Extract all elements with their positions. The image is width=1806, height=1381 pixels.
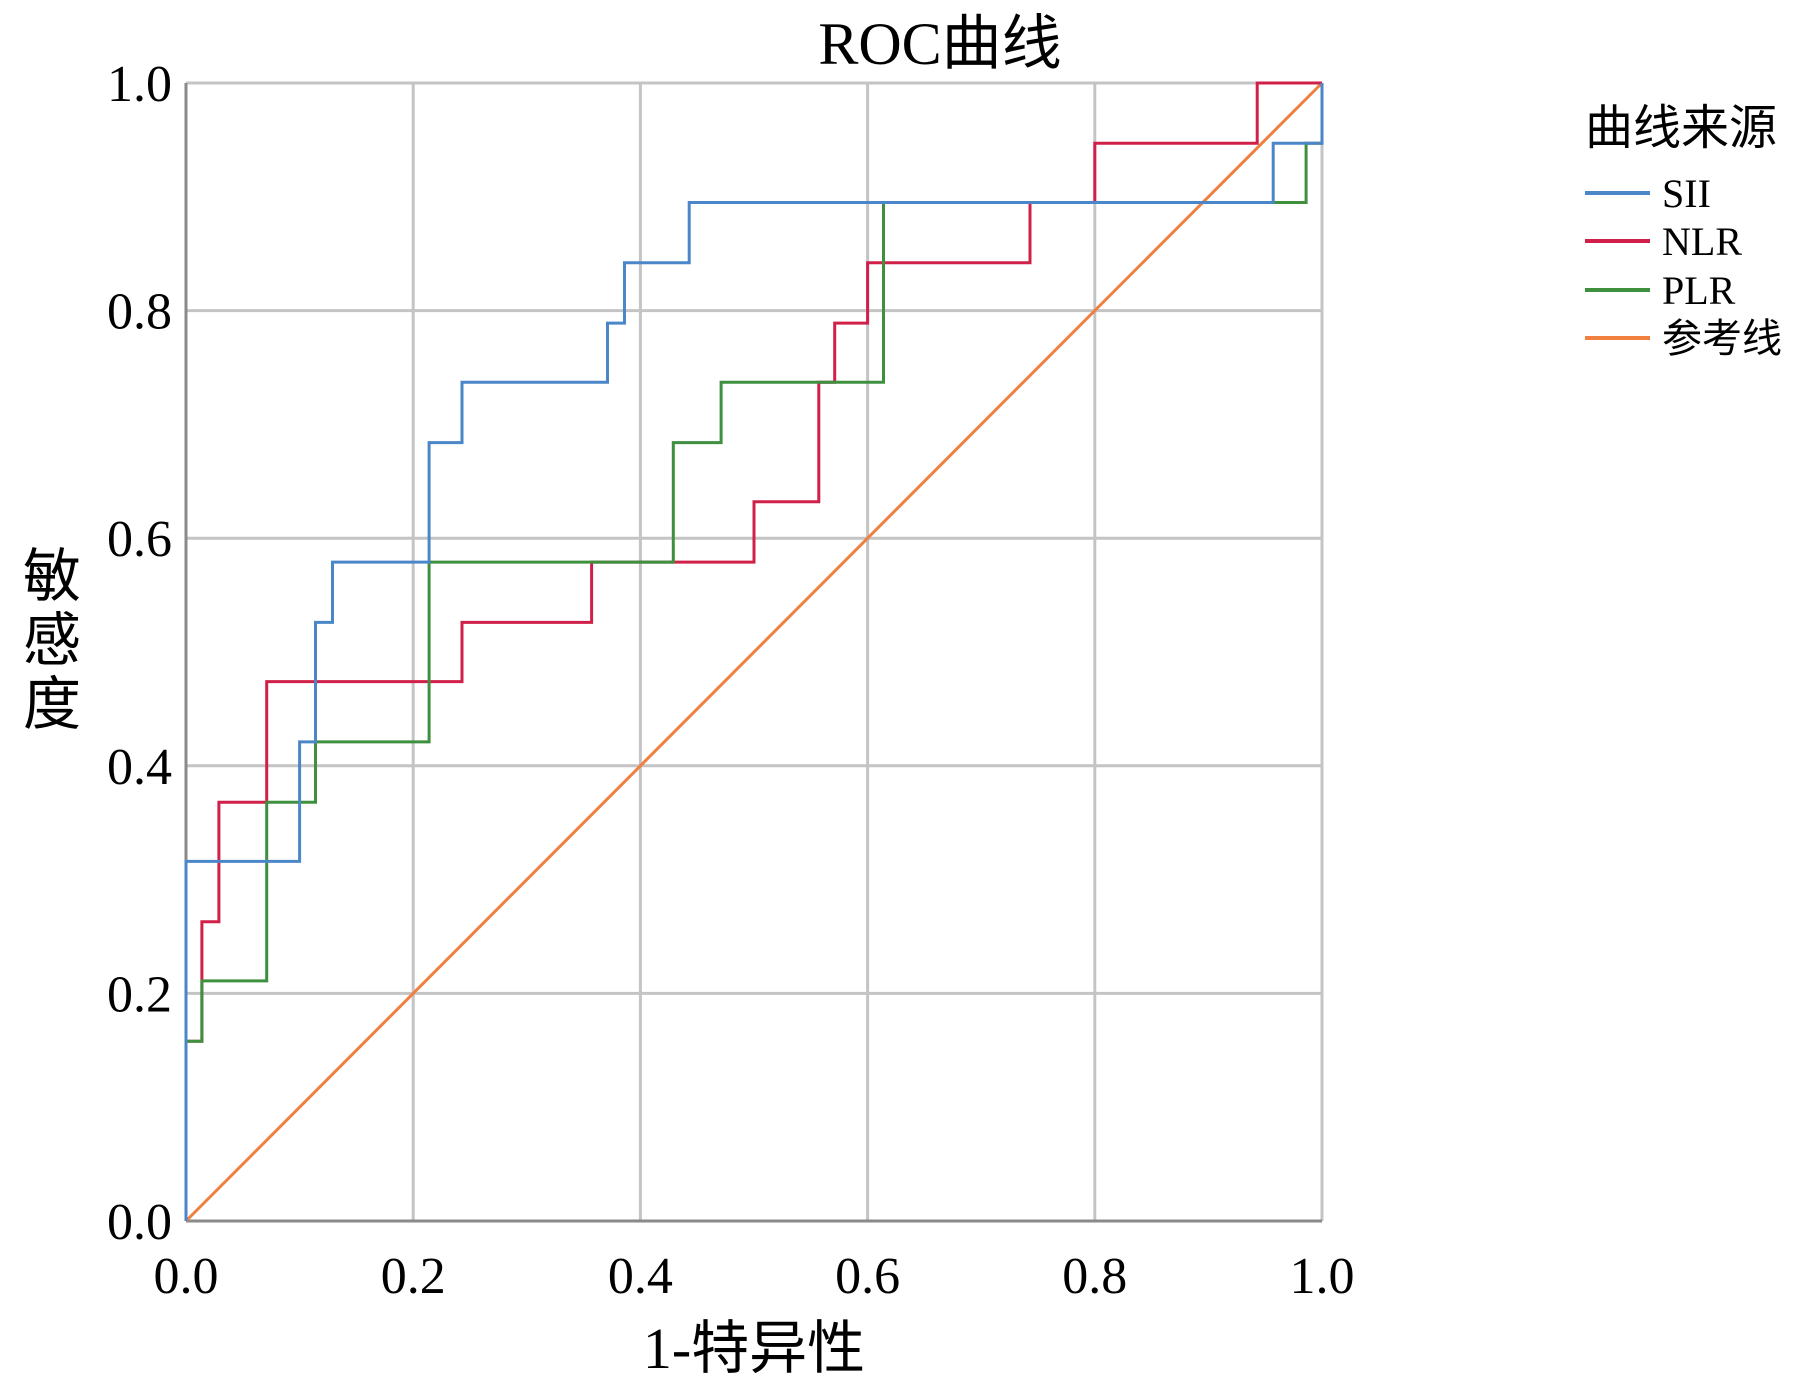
y-axis-title: 敏感度 [23, 544, 81, 737]
legend-label-plr: PLR [1662, 268, 1736, 313]
y-tick-label: 0.8 [107, 284, 172, 341]
x-tick-label: 0.4 [608, 1248, 673, 1305]
legend-label-nlr: NLR [1662, 219, 1742, 264]
x-tick-label: 1.0 [1290, 1248, 1355, 1305]
series-layer [184, 81, 1324, 1223]
x-tick-label: 0.8 [1062, 1248, 1127, 1305]
x-tick-label: 0.6 [835, 1248, 900, 1305]
x-tick-label: 0.0 [154, 1248, 219, 1305]
series-sii-line [184, 83, 1324, 1221]
y-axis-ticks: 0.0 0.2 0.4 0.6 0.8 1.0 [107, 56, 172, 1251]
y-tick-label: 1.0 [107, 56, 172, 113]
legend-title: 曲线来源 [1585, 102, 1777, 155]
y-tick-label: 0.2 [107, 966, 172, 1023]
y-tick-label: 0.0 [107, 1194, 172, 1251]
legend-label-sii: SII [1662, 171, 1711, 216]
y-tick-label: 0.4 [107, 739, 172, 796]
x-tick-label: 0.2 [381, 1248, 446, 1305]
series-reference-line [184, 81, 1324, 1223]
x-axis-title: 1-特异性 [643, 1316, 865, 1381]
y-axis-title-char: 感 [23, 608, 81, 673]
y-tick-label: 0.6 [107, 511, 172, 568]
y-axis-title-char: 敏 [23, 544, 81, 609]
chart-title: ROC曲线 [818, 11, 1061, 77]
y-axis-title-char: 度 [23, 672, 81, 737]
x-axis-ticks: 0.0 0.2 0.4 0.6 0.8 1.0 [154, 1248, 1355, 1305]
legend-label-reference: 参考线 [1662, 316, 1782, 361]
